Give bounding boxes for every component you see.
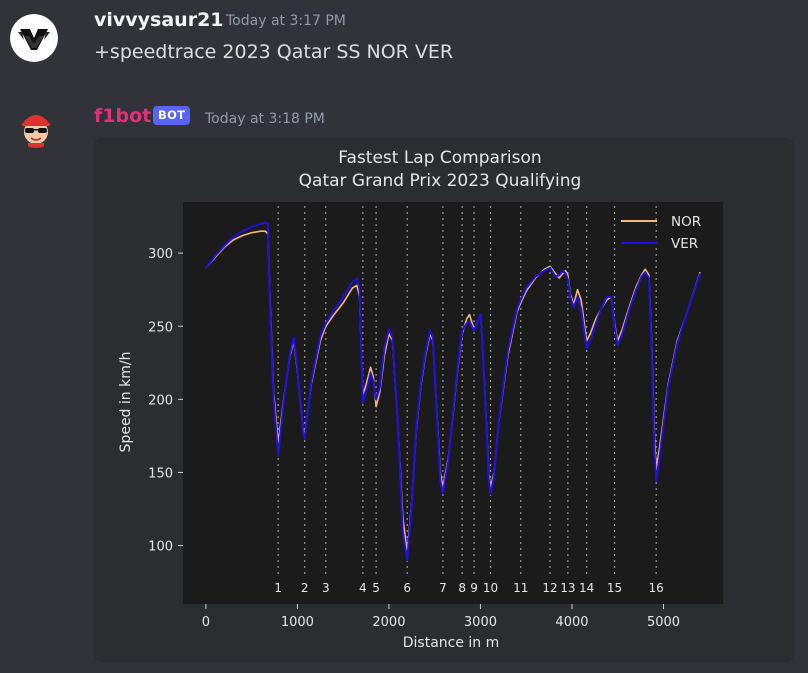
bot-username[interactable]: f1bot: [94, 105, 152, 127]
corner-label: 2: [301, 581, 309, 595]
corner-label: 11: [513, 581, 528, 595]
chart-embed[interactable]: Fastest Lap Comparison Qatar Grand Prix …: [94, 138, 794, 662]
message-timestamp: Today at 3:18 PM: [205, 111, 325, 127]
message-2: f1bot BOT Today at 3:18 PM: [0, 96, 808, 673]
legend-label: VER: [671, 236, 698, 252]
y-tick-label: 250: [148, 320, 173, 335]
x-tick-label: 2000: [372, 615, 405, 630]
x-tick-label: 3000: [464, 615, 497, 630]
corner-label: 14: [579, 581, 594, 595]
corner-label: 15: [607, 581, 622, 595]
x-tick-label: 0: [202, 615, 210, 630]
y-tick-label: 150: [148, 466, 173, 481]
y-tick-label: 300: [148, 247, 173, 262]
bot-badge: BOT: [153, 106, 191, 125]
x-tick-label: 5000: [647, 615, 680, 630]
x-axis-label: Distance in m: [403, 635, 500, 651]
corner-label: 6: [403, 581, 411, 595]
bot-avatar[interactable]: [14, 104, 58, 148]
corner-label: 12: [542, 581, 557, 595]
series-line-ver: [205, 221, 702, 562]
corner-label: 1: [274, 581, 282, 595]
user-avatar[interactable]: [10, 14, 58, 62]
message-1: vivvysaur21 Today at 3:17 PM +speedtrace…: [0, 0, 808, 80]
speedtrace-chart: Fastest Lap Comparison Qatar Grand Prix …: [94, 138, 794, 662]
corner-label: 13: [560, 581, 575, 595]
y-tick-label: 200: [148, 393, 173, 408]
corner-label: 3: [322, 581, 330, 595]
legend-label: NOR: [671, 214, 701, 230]
y-tick-label: 100: [148, 540, 173, 555]
message-text: +speedtrace 2023 Qatar SS NOR VER: [94, 41, 454, 63]
corner-label: 4: [359, 581, 367, 595]
chart-legend: NOR VER: [621, 214, 701, 252]
corner-label: 7: [439, 581, 447, 595]
y-axis-label: Speed in km/h: [118, 352, 134, 453]
x-tick-label: 1000: [281, 615, 314, 630]
corner-label: 8: [458, 581, 466, 595]
corner-label: 9: [470, 581, 478, 595]
corner-label: 10: [483, 581, 498, 595]
bot-avatar-driver-icon: [14, 104, 58, 148]
x-tick-label: 4000: [555, 615, 588, 630]
chart-title: Fastest Lap Comparison: [338, 148, 541, 168]
username[interactable]: vivvysaur21: [94, 9, 224, 31]
corner-label: 16: [649, 581, 664, 595]
message-timestamp: Today at 3:17 PM: [226, 13, 346, 29]
chart-subtitle: Qatar Grand Prix 2023 Qualifying: [299, 171, 582, 191]
user-avatar-logo-icon: [10, 14, 58, 62]
corner-label: 5: [372, 581, 380, 595]
